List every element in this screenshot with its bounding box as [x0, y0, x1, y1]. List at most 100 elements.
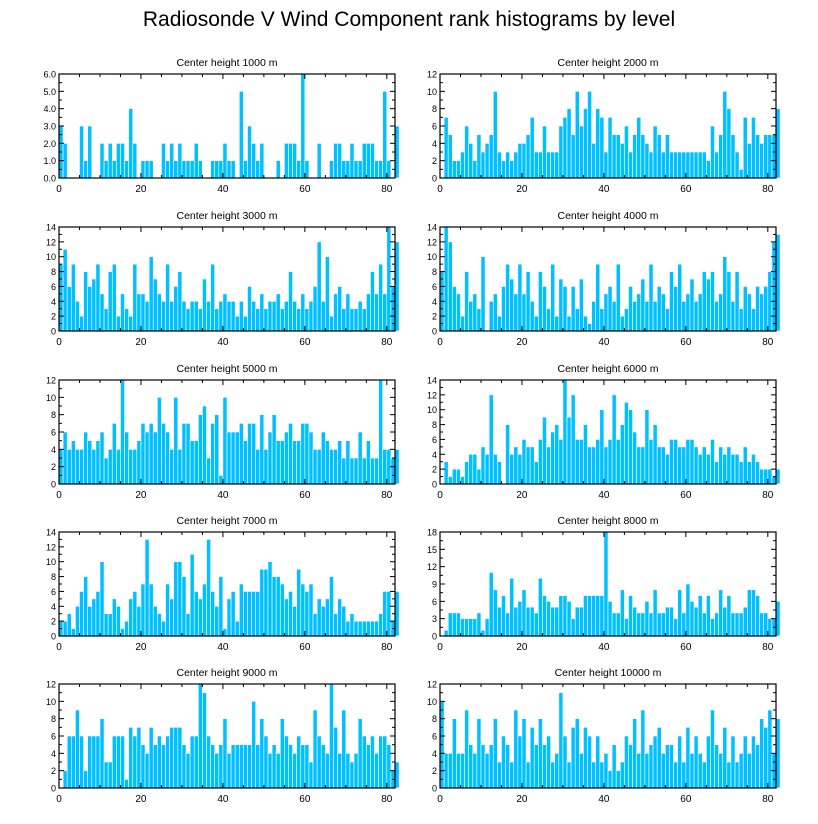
bar	[103, 308, 109, 332]
bar	[79, 315, 84, 332]
bar	[648, 439, 654, 485]
bar	[185, 160, 191, 179]
bar	[747, 589, 752, 637]
bar	[111, 735, 117, 789]
y-tick-label: 4	[51, 749, 56, 759]
bar	[517, 601, 523, 637]
bar	[460, 618, 465, 637]
bar	[480, 744, 486, 789]
bar	[570, 394, 576, 485]
bar	[456, 612, 461, 637]
bar	[693, 446, 699, 485]
bar	[353, 753, 359, 789]
bar	[558, 692, 564, 789]
bar	[345, 753, 351, 789]
bar	[103, 613, 109, 637]
bar	[538, 718, 543, 789]
y-tick-label: 12	[427, 562, 437, 572]
bar	[361, 735, 367, 789]
bar	[111, 423, 117, 485]
bar	[574, 718, 580, 789]
bar	[374, 620, 379, 637]
bar	[550, 263, 556, 332]
bar	[579, 439, 584, 485]
bar	[484, 453, 490, 485]
bar	[751, 735, 756, 789]
bar	[218, 300, 224, 332]
x-tick-label: 40	[598, 490, 610, 501]
bar	[722, 727, 728, 789]
bar	[755, 134, 760, 179]
bar	[161, 143, 166, 179]
bar	[447, 241, 453, 332]
bar	[165, 583, 170, 637]
bar	[665, 606, 670, 637]
bar	[353, 457, 359, 485]
bar	[693, 735, 699, 789]
bar	[345, 620, 351, 637]
y-tick-label: 12	[427, 680, 437, 690]
bar	[66, 613, 72, 637]
bar	[325, 753, 330, 789]
bar	[587, 91, 592, 179]
bar	[656, 286, 662, 332]
bar	[697, 151, 703, 179]
y-tick-label: 6	[51, 732, 56, 742]
bar	[353, 620, 359, 637]
bar	[636, 446, 642, 485]
bar	[320, 744, 326, 789]
bar	[243, 315, 248, 332]
bar	[464, 709, 469, 789]
bar	[148, 727, 154, 789]
bar	[447, 612, 453, 637]
bar	[91, 278, 97, 332]
bar	[615, 134, 621, 179]
bar	[669, 744, 674, 789]
bar	[533, 744, 539, 789]
bar	[148, 256, 154, 332]
bar	[685, 439, 691, 485]
y-tick-label: 2	[51, 766, 56, 776]
bar	[681, 612, 687, 637]
panel-10: Center height 10000 m 0 20 40 60 80 0 2 4 6 8 10 12	[427, 667, 781, 805]
y-tick-label: 2	[432, 312, 437, 322]
bar	[312, 286, 318, 332]
bar	[161, 423, 166, 485]
bar	[730, 453, 736, 485]
bar	[554, 753, 560, 789]
y-tick-label: 3	[432, 614, 437, 624]
bar	[333, 293, 338, 332]
bar	[767, 468, 773, 485]
bar	[353, 160, 359, 179]
bar	[751, 117, 756, 179]
bar	[157, 397, 162, 485]
bar	[562, 735, 568, 789]
bar	[238, 744, 244, 789]
x-tick-label: 0	[437, 184, 443, 195]
bar	[124, 620, 129, 637]
bar	[378, 613, 384, 637]
x-tick-label: 20	[135, 184, 147, 195]
y-tick-label: 2	[51, 312, 56, 322]
bar	[91, 598, 97, 637]
bar	[95, 440, 101, 485]
y-tick-label: 6	[51, 282, 56, 292]
bar	[681, 761, 687, 789]
bar	[574, 606, 580, 637]
bar	[361, 308, 367, 332]
bar	[714, 612, 719, 637]
bar	[451, 160, 457, 179]
x-tick-label: 80	[381, 337, 393, 348]
bar	[759, 293, 765, 332]
bar	[374, 160, 379, 179]
bar	[689, 601, 695, 637]
bar	[525, 606, 531, 637]
panel-5: Center height 5000 m 0 20 40 60 80 0 2 4 6 8 10 12	[46, 363, 400, 501]
bar	[583, 595, 588, 637]
bar	[759, 718, 765, 789]
bar	[468, 300, 474, 332]
bar	[587, 446, 592, 485]
bar	[87, 440, 93, 485]
bar	[656, 446, 662, 485]
bar	[542, 416, 547, 485]
